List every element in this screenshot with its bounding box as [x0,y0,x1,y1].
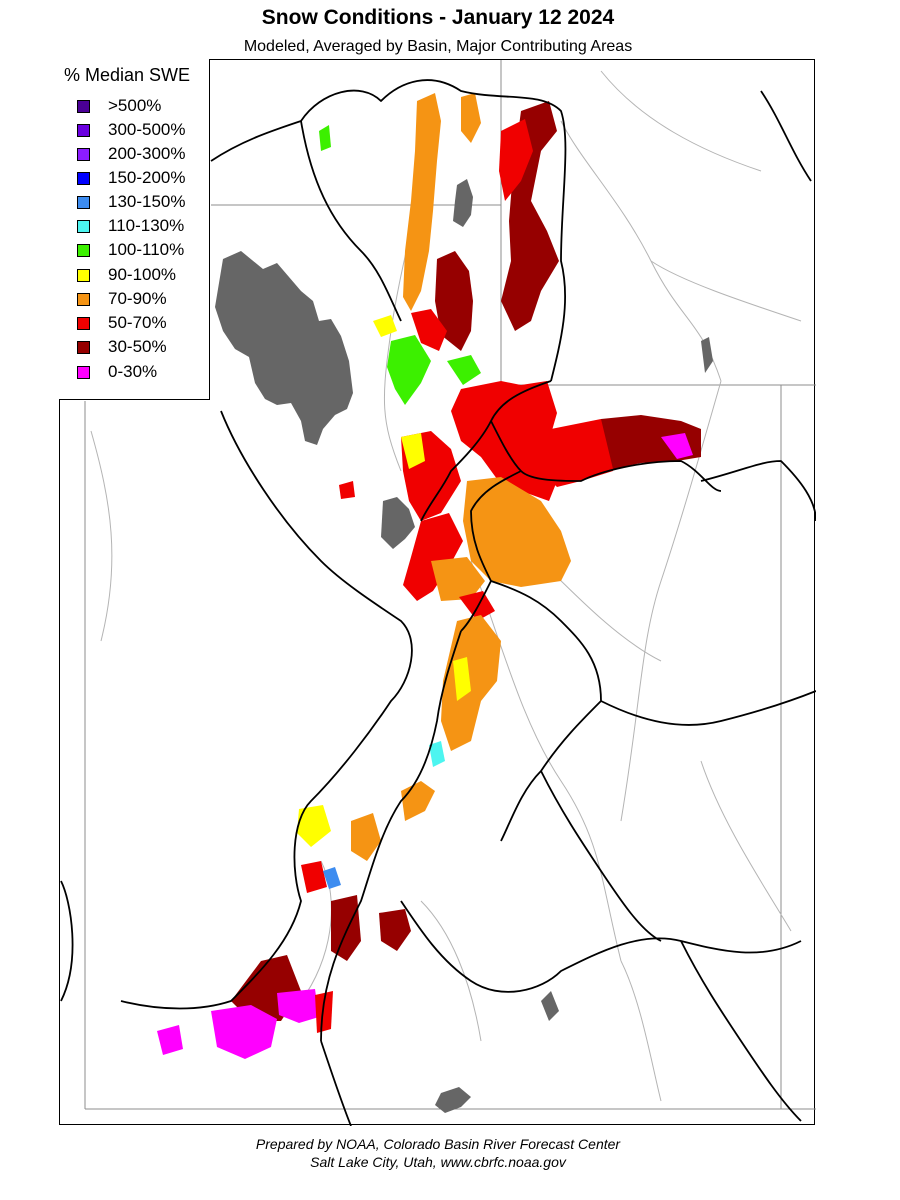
patch-30-50-central [435,251,473,351]
patch-50-70-central-2 [403,513,463,601]
legend-item: 150-200% [73,168,208,191]
patch-50-70-central [411,309,447,351]
patch-70-90-south-2 [351,813,381,861]
patch-90-100-plateau [453,657,471,701]
patch-0-30-uinta [661,433,693,459]
legend-swatch [77,317,90,330]
patch-50-70-east [451,381,561,501]
legend-label: >500% [108,96,162,115]
legend-label: 30-50% [108,337,167,356]
legend-label: 100-110% [108,240,185,259]
legend-swatch [77,341,90,354]
patch-50-70-uinta [531,419,621,487]
legend-label: 130-150% [108,192,186,211]
patch-110-130 [429,741,445,767]
legend-swatch [77,172,90,185]
snow-map [60,60,816,1126]
patch-100-110-3 [319,125,331,151]
map-subtitle: Modeled, Averaged by Basin, Major Contri… [243,38,633,55]
patch-50-70-south [301,861,327,893]
legend-item: >500% [73,96,208,119]
patch-90-100-1 [373,315,397,337]
legend-label: 50-70% [108,313,167,332]
legend-swatch [77,366,90,379]
legend-swatch [77,100,90,113]
legend-label: 70-90% [108,289,167,308]
legend-item: 130-150% [73,192,208,215]
lakes [215,179,713,1113]
legend-label: 300-500% [108,120,186,139]
patch-50-70-south-c [459,591,495,621]
legend-swatch [77,148,90,161]
legend-title: % Median SWE [64,65,191,85]
patch-70-90-plateau [441,615,501,751]
legend-swatch [77,220,90,233]
patch-100-110-2 [447,355,481,385]
legend-label: 110-130% [108,216,185,235]
patch-30-50-south-2 [379,909,411,951]
footer-credit: Prepared by NOAA, Colorado Basin River F… [255,1136,621,1152]
map-title: Snow Conditions - January 12 2024 [261,6,615,29]
patch-0-30-southwest [211,1005,277,1059]
patch-70-90-north-2 [461,93,481,143]
patch-70-90-central-2 [431,557,485,601]
patch-70-90-central [463,477,571,587]
patch-70-90-south [401,781,435,821]
snow-patches [157,93,701,1059]
legend-item: 110-130% [73,216,208,239]
legend-item: 0-30% [73,362,208,385]
legend-item: 70-90% [73,289,208,312]
map-legend: % Median SWE >500% 300-500% 200-300% 150… [59,59,210,400]
legend-label: 0-30% [108,362,158,381]
legend-label: 150-200% [108,168,186,187]
legend-item: 30-50% [73,337,208,360]
footer-location: Salt Lake City, Utah, www.cbrfc.noaa.gov [310,1154,566,1170]
patch-0-30-southwest-2 [277,989,319,1023]
legend-item: 200-300% [73,144,208,167]
patch-70-90-north [403,93,441,311]
legend-item: 300-500% [73,120,208,143]
patch-50-70-west [339,481,355,499]
patch-100-110 [387,335,431,405]
legend-label: 90-100% [108,265,177,284]
patch-130-150 [323,867,341,889]
patch-30-50-south [331,895,361,961]
legend-swatch [77,196,90,209]
patch-50-70-north [499,119,533,201]
legend-item: 90-100% [73,265,208,288]
legend-swatch [77,293,90,306]
legend-swatch [77,269,90,282]
patch-50-70-southwest [315,991,333,1033]
patch-90-100-south [297,805,331,847]
legend-item: 50-70% [73,313,208,336]
legend-item: 100-110% [73,240,208,263]
basin-outlines [60,79,816,1126]
legend-label: 200-300% [108,144,186,163]
patch-0-30-southwest-3 [157,1025,183,1055]
patch-90-100-wasatch [401,433,425,469]
legend-swatch [77,124,90,137]
legend-swatch [77,244,90,257]
